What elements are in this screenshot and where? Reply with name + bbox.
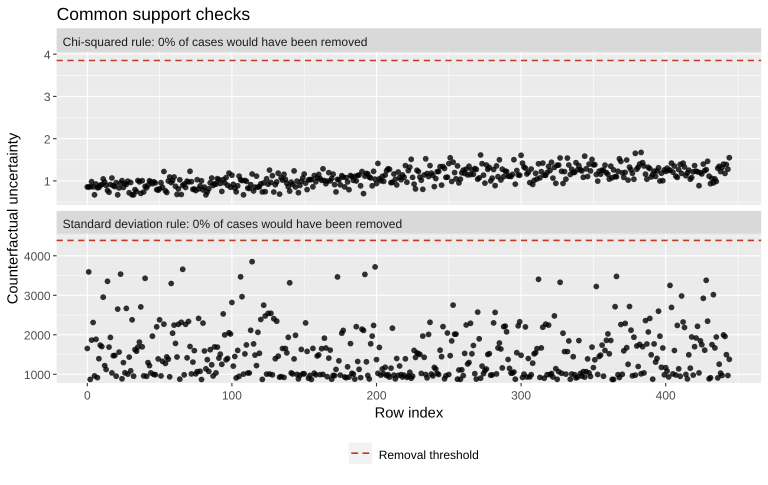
svg-text:1: 1 xyxy=(44,175,51,189)
svg-text:Standard deviation rule: 0% of: Standard deviation rule: 0% of cases wou… xyxy=(63,217,403,231)
svg-text:Counterfactual uncertainty: Counterfactual uncertainty xyxy=(5,132,21,304)
svg-text:4: 4 xyxy=(44,48,51,62)
svg-text:400: 400 xyxy=(656,389,676,403)
svg-text:4000: 4000 xyxy=(24,250,51,264)
svg-text:Row index: Row index xyxy=(375,406,444,422)
svg-text:0: 0 xyxy=(84,389,91,403)
svg-text:Common support checks: Common support checks xyxy=(57,4,251,24)
svg-text:2: 2 xyxy=(44,132,51,146)
svg-text:1000: 1000 xyxy=(24,368,51,382)
svg-text:Chi-squared rule: 0% of cases: Chi-squared rule: 0% of cases would have… xyxy=(63,35,368,49)
svg-text:3000: 3000 xyxy=(24,289,51,303)
svg-text:100: 100 xyxy=(222,389,242,403)
svg-text:3: 3 xyxy=(44,90,51,104)
svg-text:2000: 2000 xyxy=(24,329,51,343)
svg-text:300: 300 xyxy=(511,389,531,403)
svg-text:Removal threshold: Removal threshold xyxy=(379,448,479,462)
svg-text:200: 200 xyxy=(366,389,386,403)
